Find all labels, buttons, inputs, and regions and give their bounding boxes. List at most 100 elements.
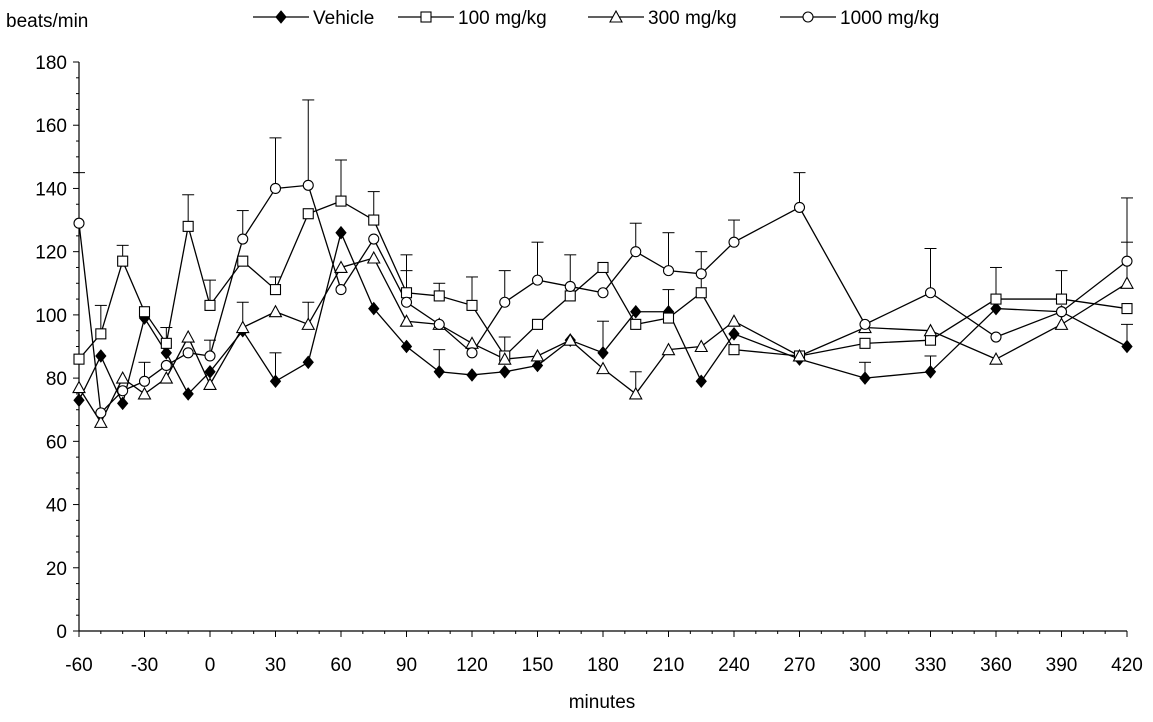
series-line-4 — [78, 184, 1128, 415]
data-point — [695, 287, 707, 299]
data-point — [630, 246, 642, 258]
data-point — [400, 339, 413, 354]
data-point — [73, 393, 85, 408]
data-point — [1055, 306, 1068, 318]
data-point — [563, 333, 578, 346]
data-point — [924, 287, 937, 299]
series-line-1 — [78, 230, 1128, 406]
data-point — [530, 348, 545, 362]
legend: Vehicle 100 mg/kg 300 mg/kg 1000 mg/kg — [253, 8, 939, 29]
data-point — [399, 314, 414, 327]
data-point — [302, 355, 314, 370]
legend-marker — [609, 9, 623, 23]
data-point — [1120, 276, 1134, 289]
x-tick-label: 330 — [915, 655, 947, 676]
x-tick-label: -30 — [131, 655, 158, 676]
legend-label: 300 mg/kg — [648, 8, 737, 29]
x-axis-label: minutes — [569, 692, 636, 713]
legend-label: Vehicle — [313, 8, 374, 29]
x-tick-label: 90 — [396, 655, 417, 676]
data-point — [334, 260, 348, 274]
data-point — [597, 287, 609, 299]
x-tick-label: 30 — [265, 655, 286, 676]
legend-marker — [420, 11, 432, 23]
data-point — [302, 208, 314, 220]
data-point — [497, 351, 512, 365]
x-tick-label: 420 — [1111, 655, 1143, 676]
data-point — [117, 255, 129, 267]
data-point — [73, 217, 85, 229]
data-point — [1055, 293, 1068, 305]
x-tick-label: 390 — [1046, 655, 1078, 676]
data-point — [335, 195, 347, 207]
data-point — [138, 375, 151, 387]
x-tick-label: 270 — [784, 655, 816, 676]
data-point — [499, 365, 511, 379]
data-point — [137, 386, 152, 400]
x-tick-label: 120 — [456, 655, 488, 676]
data-point — [268, 304, 283, 318]
data-point — [466, 368, 478, 382]
y-tick-label: 60 — [46, 432, 67, 453]
data-point — [859, 318, 871, 330]
x-tick-label: 300 — [849, 655, 881, 676]
data-point — [792, 348, 807, 362]
data-point — [597, 346, 609, 360]
y-tick-label: 140 — [35, 179, 67, 200]
data-point — [859, 337, 871, 349]
data-point — [269, 182, 282, 194]
data-point — [368, 301, 380, 316]
data-point — [433, 290, 445, 302]
data-point — [564, 290, 576, 302]
data-point — [269, 374, 282, 389]
data-point — [924, 365, 937, 379]
y-tick-label: 180 — [35, 53, 67, 74]
data-point — [368, 214, 380, 226]
x-tick-label: 0 — [205, 655, 216, 676]
data-point — [117, 385, 129, 397]
series-lines — [78, 184, 1128, 424]
data-point — [182, 220, 194, 232]
data-point — [93, 415, 108, 428]
data-point — [630, 304, 642, 319]
data-point — [138, 306, 151, 318]
data-point — [924, 334, 937, 346]
data-point — [728, 236, 740, 248]
y-tick-label: 40 — [46, 496, 67, 517]
data-point — [95, 328, 107, 340]
data-point — [182, 387, 194, 401]
data-point — [235, 320, 250, 334]
data-point — [72, 380, 86, 394]
legend-marker — [802, 11, 814, 23]
data-point — [237, 233, 249, 245]
data-point — [181, 329, 196, 343]
legend-label: 100 mg/kg — [458, 8, 547, 29]
x-tick-label: 60 — [330, 655, 351, 676]
data-point — [564, 280, 576, 292]
data-point — [989, 351, 1003, 365]
data-point — [269, 284, 282, 296]
data-point — [301, 317, 316, 330]
x-tick-label: 360 — [980, 655, 1012, 676]
data-point — [160, 337, 172, 349]
data-point — [203, 377, 217, 390]
data-point — [662, 265, 675, 277]
data-point — [728, 327, 740, 341]
data-point — [923, 323, 938, 337]
legend-marker — [275, 10, 287, 24]
data-point — [335, 284, 347, 296]
data-point — [990, 293, 1002, 305]
data-point — [695, 268, 707, 280]
data-point — [1054, 317, 1069, 330]
data-point — [400, 296, 413, 308]
data-point — [695, 374, 707, 389]
data-point — [115, 370, 130, 384]
data-point — [400, 287, 413, 299]
legend-label: 1000 mg/kg — [840, 8, 939, 29]
data-point — [95, 349, 107, 363]
data-point — [628, 386, 643, 400]
x-tick-label: 210 — [653, 655, 685, 676]
data-point — [499, 296, 511, 308]
data-point — [793, 201, 806, 213]
